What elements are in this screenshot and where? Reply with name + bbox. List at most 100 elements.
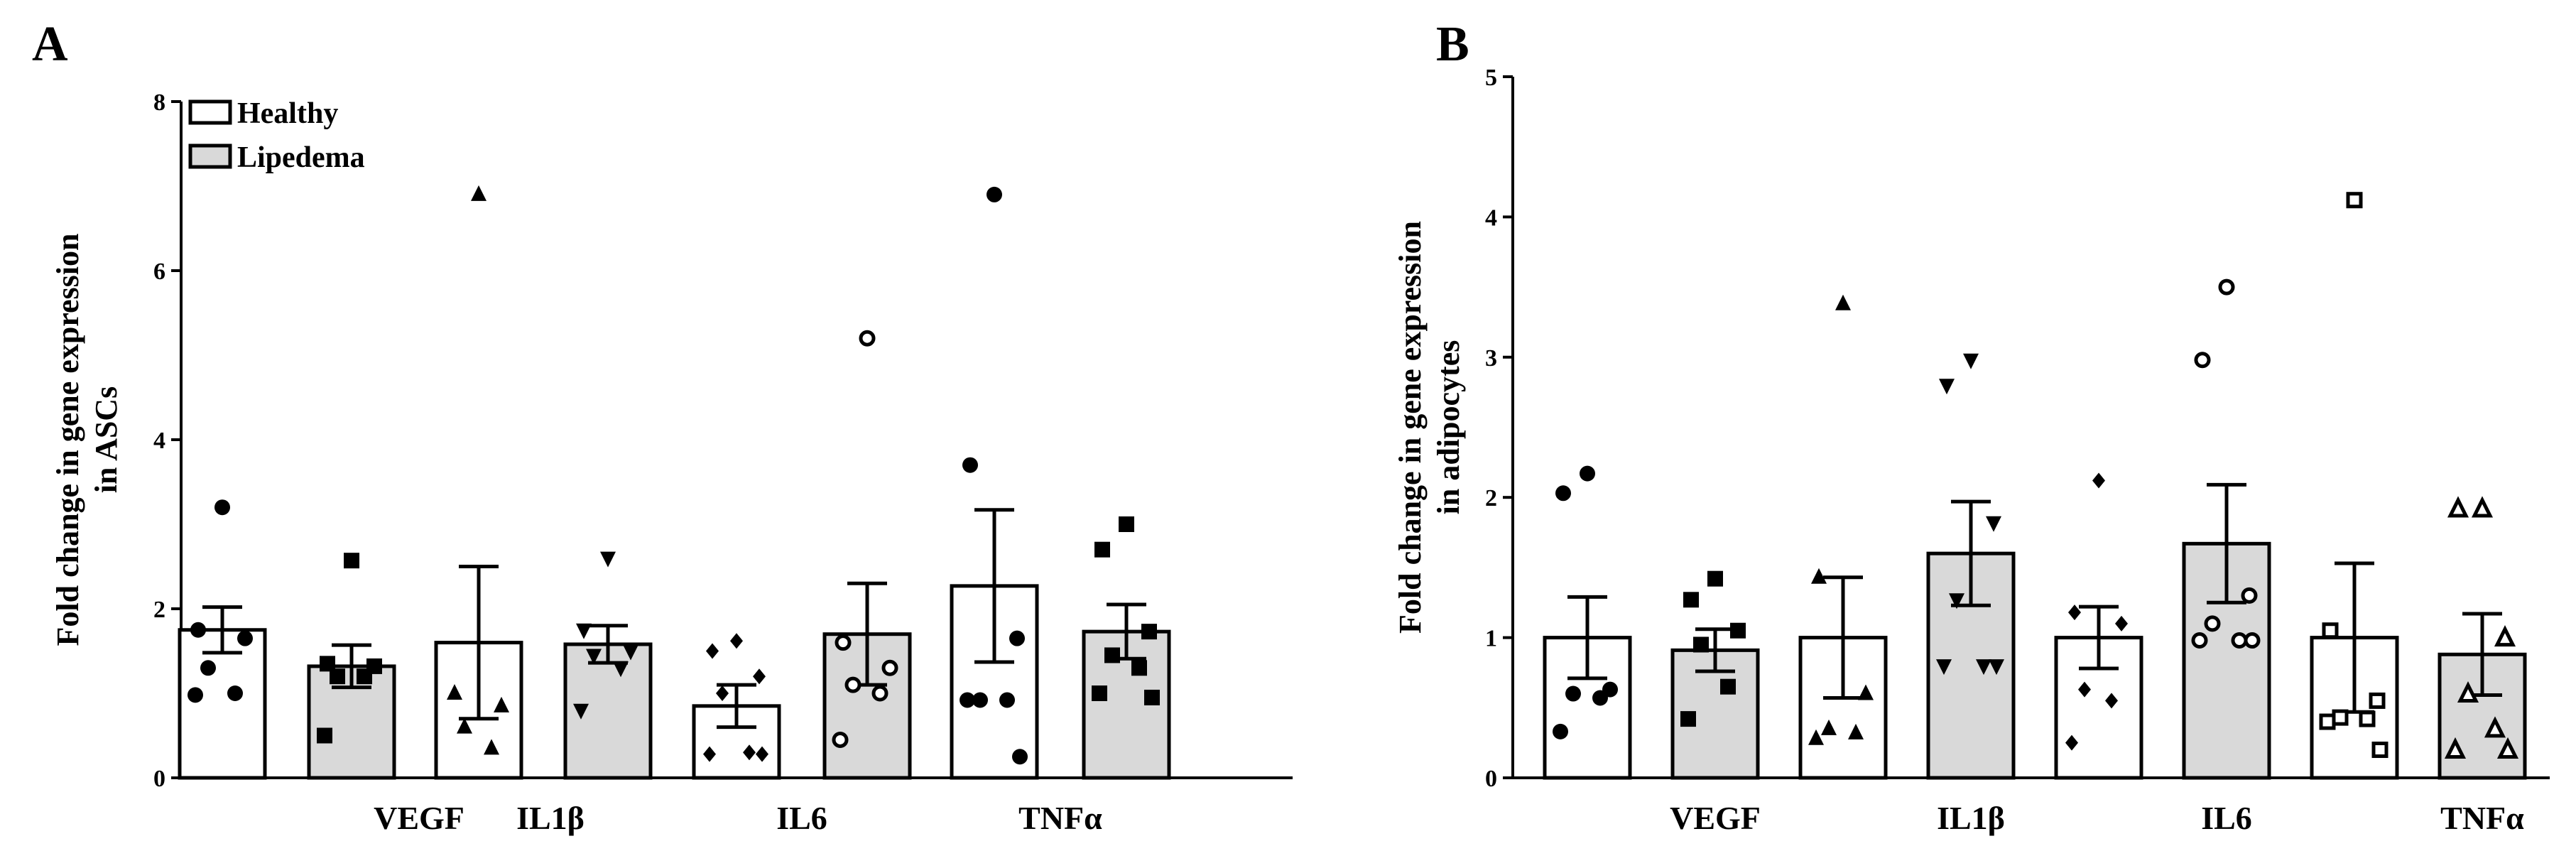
data-point: [999, 692, 1015, 708]
data-point: [1848, 723, 1864, 739]
data-point: [730, 633, 743, 649]
data-point: [2484, 716, 2506, 738]
y-tick-label: 3: [1485, 345, 1497, 372]
data-point: [2346, 192, 2363, 209]
data-point: [200, 660, 216, 676]
y-axis-label-line: in ASCs: [89, 386, 124, 493]
data-point: [1963, 353, 1979, 369]
data-point: [1680, 711, 1696, 727]
data-point: [972, 692, 988, 708]
y-tick-label: 0: [153, 766, 165, 792]
data-point: [987, 186, 1002, 202]
data-point: [881, 659, 898, 676]
data-point: [2218, 278, 2235, 296]
data-point: [706, 643, 719, 659]
data-point: [2244, 632, 2261, 649]
data-point: [1683, 592, 1699, 608]
data-point: [703, 746, 716, 762]
data-point: [330, 668, 345, 685]
data-point: [1811, 568, 1827, 584]
data-point: [2322, 622, 2339, 639]
y-tick-label: 4: [153, 428, 165, 454]
category-label-0: VEGF: [1670, 800, 1761, 836]
data-point: [2444, 737, 2467, 759]
data-point: [2447, 496, 2469, 518]
panel-letter: B: [1436, 17, 1469, 72]
category-label-3: TNFα: [1018, 800, 1102, 836]
legend-label-healthy: Healthy: [237, 97, 338, 130]
data-point: [1821, 719, 1837, 735]
chart-panel-a: A 0 2 4 6 8 Fold change in gene expression in A…: [32, 17, 1293, 836]
data-point: [1936, 659, 1952, 676]
data-point: [2092, 472, 2105, 489]
data-point: [2204, 615, 2221, 632]
data-point: [344, 553, 359, 569]
y-tick-label: 1: [1485, 626, 1497, 652]
y-axis-label-line: in adipocytes: [1431, 340, 1466, 515]
data-point: [573, 703, 589, 720]
data-point: [1592, 690, 1608, 706]
data-point: [1835, 294, 1851, 310]
category-label-1: IL1β: [1937, 800, 2005, 836]
data-point: [2191, 632, 2208, 649]
y-axis-label: Fold change in gene expression in ASCs: [50, 233, 124, 646]
data-point: [1976, 659, 1991, 676]
data-point: [2457, 681, 2479, 703]
data-point: [716, 685, 729, 701]
data-point: [1144, 689, 1160, 705]
data-point: [1104, 647, 1120, 663]
data-point: [320, 656, 335, 672]
data-point: [2369, 692, 2386, 709]
y-tick-label: 5: [1485, 65, 1497, 91]
data-point: [1012, 749, 1028, 765]
data-point: [1565, 685, 1581, 702]
y-tick-label: 4: [1485, 205, 1497, 231]
data-point: [832, 731, 849, 748]
legend-swatch-healthy: [188, 99, 232, 125]
y-axis-label-line: Fold change in gene expression: [50, 233, 85, 646]
y-tick-label: 6: [153, 259, 165, 285]
legend-label-lipedema: Lipedema: [237, 141, 365, 174]
data-point: [214, 499, 230, 516]
data-point: [600, 551, 616, 568]
data-point: [471, 185, 487, 201]
data-point: [753, 668, 766, 685]
data-point: [2231, 632, 2248, 649]
data-point: [2359, 710, 2376, 727]
panel-letter: A: [32, 17, 68, 72]
data-point: [2115, 615, 2128, 632]
data-point: [613, 661, 629, 678]
data-point: [1707, 570, 1723, 587]
category-label-2: IL6: [2201, 800, 2252, 836]
bar-healthy-VEGF: [178, 628, 267, 780]
chart-panel-b: B 0 1 2 3 4 5 Fold change in gene expression in …: [1393, 17, 2550, 836]
category-label-2: IL6: [776, 800, 827, 836]
data-point: [2319, 713, 2336, 730]
data-point: [237, 630, 253, 646]
data-point: [1858, 684, 1874, 700]
data-point: [1730, 622, 1746, 639]
y-tick-label: 8: [153, 90, 165, 116]
data-point: [2068, 605, 2081, 621]
data-point: [1553, 723, 1568, 739]
data-point: [1009, 630, 1025, 646]
data-point: [743, 744, 756, 761]
data-point: [1986, 516, 2001, 532]
data-point: [2332, 709, 2349, 726]
data-point: [962, 457, 978, 473]
data-point: [227, 685, 243, 701]
data-point: [1939, 379, 1955, 395]
data-point: [1092, 685, 1107, 701]
y-tick-label: 0: [1485, 766, 1497, 792]
data-point: [756, 746, 768, 762]
category-label-0: VEGF: [374, 800, 464, 836]
data-point: [576, 623, 592, 639]
data-point: [1808, 729, 1824, 745]
data-point: [2105, 693, 2118, 709]
data-point: [494, 696, 509, 712]
data-point: [2371, 742, 2388, 759]
data-point: [2065, 735, 2078, 751]
data-point: [1141, 624, 1157, 640]
data-point: [1094, 541, 1110, 558]
